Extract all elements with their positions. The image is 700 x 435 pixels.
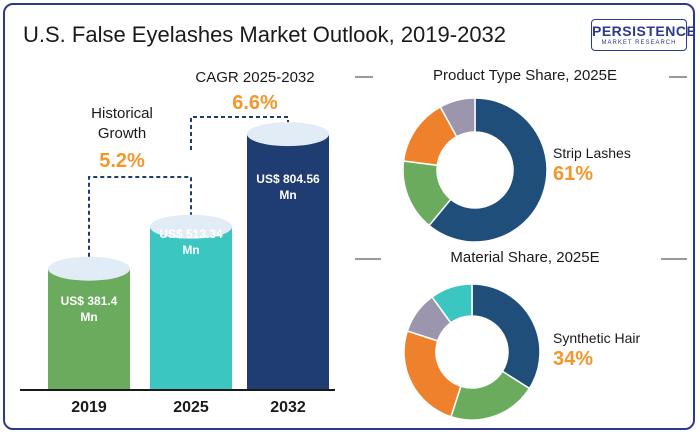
donut2-slice-0 xyxy=(471,283,541,390)
x-tick-2032: 2032 xyxy=(270,399,306,416)
strip-lashes-value: 61% xyxy=(553,163,594,185)
logo-main-text: PERSISTENCE xyxy=(592,23,695,39)
x-tick-2019: 2019 xyxy=(71,399,107,416)
bar-value-label-2019: US$ 381.4 Mn xyxy=(60,294,118,324)
donut1-slice-3 xyxy=(439,97,476,138)
bar-body xyxy=(48,268,130,390)
material-title-wrap: Material Share, 2025E xyxy=(355,249,693,266)
product-type-donut xyxy=(402,97,548,243)
bar-chart-svg xyxy=(20,116,335,391)
bar-body xyxy=(247,134,329,390)
strip-lashes-label: Strip Lashes xyxy=(553,145,631,161)
material-donut xyxy=(403,283,541,421)
bar-2019 xyxy=(48,256,130,390)
historical-growth-value: 5.2% xyxy=(99,150,145,172)
bar-2025 xyxy=(150,214,232,390)
bar-2032 xyxy=(247,122,329,390)
donut2-slice-4 xyxy=(430,283,473,324)
x-tick-2025: 2025 xyxy=(173,399,209,416)
bar-top-ellipse xyxy=(48,256,130,281)
bar-top-ellipse xyxy=(150,214,232,239)
title-rule-right xyxy=(669,76,687,78)
forecast-connector xyxy=(190,116,289,150)
material-title: Material Share, 2025E xyxy=(450,249,600,266)
forecast-cagr-label: CAGR 2025-2032 xyxy=(195,69,315,86)
title-rule-left xyxy=(355,76,373,78)
synthetic-hair-value: 34% xyxy=(553,348,594,370)
page-title: U.S. False Eyelashes Market Outlook, 201… xyxy=(23,22,507,47)
bar-body xyxy=(150,226,232,390)
product-type-title-wrap: Product Type Share, 2025E xyxy=(355,67,693,84)
title-rule-right xyxy=(661,258,687,260)
persistence-logo: PERSISTENCE MARKET RESEARCH xyxy=(591,19,695,51)
bar-value-label-2032: US$ 804.56 Mn xyxy=(256,172,320,202)
product-type-title: Product Type Share, 2025E xyxy=(432,67,617,84)
synthetic-hair-label: Synthetic Hair xyxy=(553,330,641,346)
donut1-slice-0 xyxy=(428,97,548,243)
historical-growth-label: Historical Growth xyxy=(91,105,153,142)
title-rule-left xyxy=(355,258,381,260)
bar-chart: Historical Growth 5.2% CAGR 2025-2032 6.… xyxy=(5,5,350,428)
donut2-slice-2 xyxy=(403,330,462,418)
bar-top-ellipse xyxy=(247,122,329,147)
bar-value-label-2025: US$ 513.34 Mn xyxy=(159,227,223,257)
infographic-frame: U.S. False Eyelashes Market Outlook, 201… xyxy=(3,3,695,430)
forecast-cagr-value: 6.6% xyxy=(232,92,278,114)
logo-sub-text: MARKET RESEARCH xyxy=(601,40,677,46)
